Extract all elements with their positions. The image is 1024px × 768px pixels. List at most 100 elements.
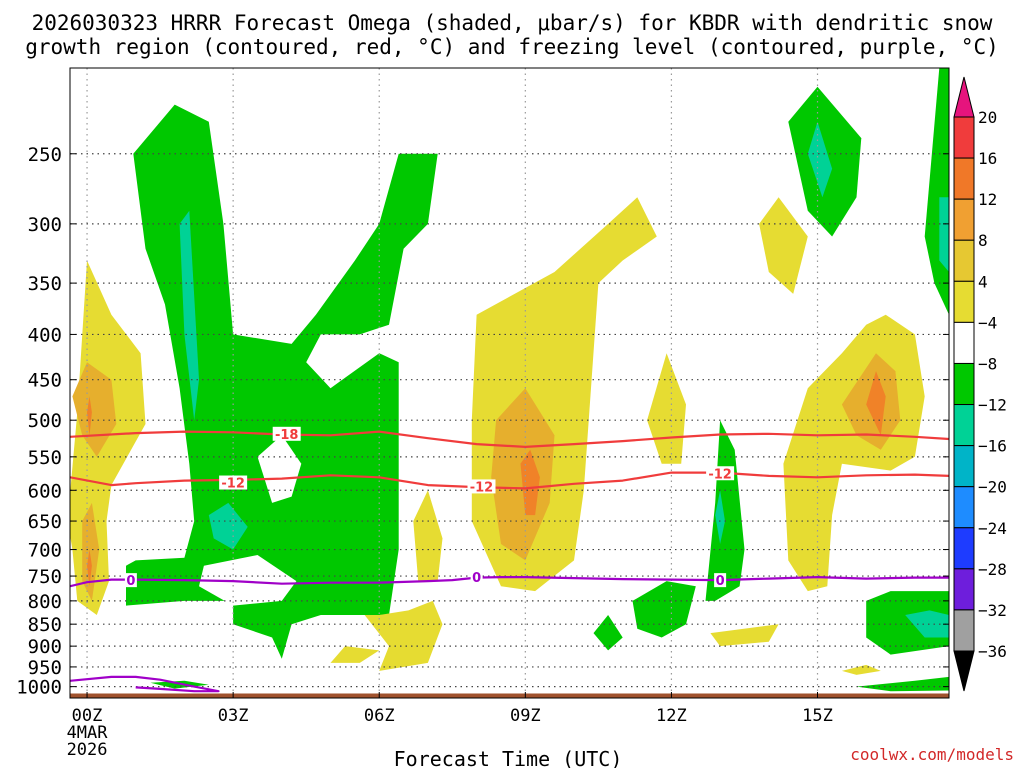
omega-region-green: [126, 104, 438, 659]
y-tick-label: 850: [28, 614, 62, 636]
omega-region-teal: [905, 610, 949, 638]
colorbar-swatch: [953, 362, 975, 406]
omega-region-yellow: [759, 197, 808, 294]
freezing-level-line: [70, 675, 220, 693]
colorbar-tick-label: −20: [978, 478, 1007, 497]
colorbar-swatch: [953, 404, 975, 447]
y-tick-label: 650: [28, 511, 62, 533]
y-tick-label: 1000: [16, 677, 62, 699]
dendritic-contour-line: [70, 430, 949, 448]
y-tick-label: 550: [28, 447, 62, 469]
omega-region-green: [632, 581, 696, 638]
omega-region-orange_light: [82, 502, 100, 601]
contour-layer: -18 -12 -12 -12 0 0 0: [70, 426, 949, 693]
colorbar-tick-label: −24: [978, 519, 1007, 538]
colorbar-tick-label: −12: [978, 396, 1007, 415]
colorbar-top-triangle: [953, 76, 975, 118]
colorbar-tick-label: 4: [978, 272, 988, 291]
colorbar: 20 16 12 8 4 −4 −8 −12 −16 −20 −24 −28 −32 −36: [953, 76, 1007, 692]
dendritic-contour-label: -12: [470, 480, 494, 495]
y-tick-label: 800: [28, 591, 62, 613]
omega-region-yellow: [364, 600, 443, 671]
y-tick-label: 600: [28, 480, 62, 502]
colorbar-swatch: [953, 568, 975, 611]
colorbar-swatch: [953, 280, 975, 323]
dendritic-contour-line: [70, 471, 949, 490]
dendritic-contour-label: -18: [275, 428, 299, 443]
y-tick-label: 950: [28, 657, 62, 679]
ground-surface: [70, 693, 949, 698]
colorbar-tick-label: 16: [978, 149, 997, 168]
colorbar-tick-label: −32: [978, 601, 1007, 620]
y-tick-label: 450: [28, 370, 62, 392]
y-tick-label: 350: [28, 273, 62, 295]
omega-region-green: [593, 615, 623, 651]
omega-region-white: [257, 435, 302, 503]
y-tick-label: 900: [28, 636, 62, 658]
colorbar-swatch: [953, 321, 975, 364]
colorbar-tick-label: 20: [978, 108, 997, 127]
omega-region-teal: [715, 490, 725, 544]
dendritic-contour-label: -12: [221, 477, 245, 492]
omega-region-yellow: [413, 490, 443, 582]
omega-shading-layer: [70, 68, 949, 692]
chart-title-line1: 2026030323 HRRR Forecast Omega (shaded, …: [32, 11, 993, 35]
plot-frame: [69, 67, 950, 699]
omega-region-yellow: [330, 646, 380, 663]
freezing-level-label-bg: [714, 573, 727, 588]
omega-region-green: [705, 420, 745, 601]
dendritic-contour-label-bg: [467, 479, 496, 494]
colorbar-swatch: [953, 527, 975, 570]
x-tick-date: 4MAR: [67, 723, 109, 743]
y-tick-label: 250: [28, 144, 62, 166]
colorbar-swatch: [953, 486, 975, 529]
y-tick-label: 700: [28, 540, 62, 562]
colorbar-tick-label: −16: [978, 437, 1007, 456]
colorbar-tick-label: 12: [978, 190, 997, 209]
omega-region-teal: [208, 502, 248, 550]
colorbar-tick-label: −28: [978, 560, 1007, 579]
omega-region-teal: [807, 121, 833, 198]
omega-region-orange_light: [72, 362, 117, 457]
colorbar-tick-label: −4: [978, 313, 997, 332]
gridlines: [70, 68, 949, 698]
omega-region-green: [866, 591, 949, 655]
colorbar-bottom-triangle: [953, 650, 975, 692]
colorbar-swatch: [953, 198, 975, 241]
plot-area: -18 -12 -12 -12 0 0 0: [70, 68, 949, 698]
y-tick-label: 500: [28, 410, 62, 432]
omega-region-orange: [87, 396, 92, 436]
colorbar-tick-label: −36: [978, 642, 1007, 661]
x-tick-label: 00Z: [72, 706, 103, 726]
y-tick-label: 300: [28, 214, 62, 236]
freezing-level-label: 0: [716, 574, 725, 589]
x-tick-label: 06Z: [364, 706, 395, 726]
omega-region-teal: [939, 197, 949, 272]
omega-region-yellow: [841, 664, 881, 675]
freezing-level-label-bg: [470, 570, 483, 585]
dendritic-contour-label-bg: [272, 426, 301, 441]
x-tick-year: 2026: [67, 740, 108, 760]
freezing-level-label: 0: [126, 574, 135, 589]
omega-region-teal: [179, 210, 199, 421]
x-axis-label: Forecast Time (UTC): [394, 747, 623, 768]
dendritic-contour-label-bg: [706, 466, 735, 481]
omega-region-orange: [866, 371, 886, 436]
omega-region-orange: [520, 449, 540, 516]
omega-region-yellow: [710, 624, 779, 647]
pressure-axis: 2503003504004505005506006507007508008509…: [16, 144, 949, 699]
y-tick-label: 400: [28, 324, 62, 346]
chart-title-line2: growth region (contoured, red, °C) and f…: [25, 35, 999, 59]
x-tick-label: 15Z: [802, 706, 833, 726]
omega-region-yellow: [783, 314, 925, 592]
freezing-level-label: 0: [472, 571, 481, 586]
colorbar-swatch: [953, 157, 975, 200]
colorbar-swatch: [953, 609, 975, 652]
y-tick-label: 750: [28, 566, 62, 588]
omega-region-green: [856, 676, 949, 692]
omega-region-green: [924, 68, 949, 315]
x-tick-label: 09Z: [510, 706, 541, 726]
colorbar-tick-label: 8: [978, 231, 988, 250]
